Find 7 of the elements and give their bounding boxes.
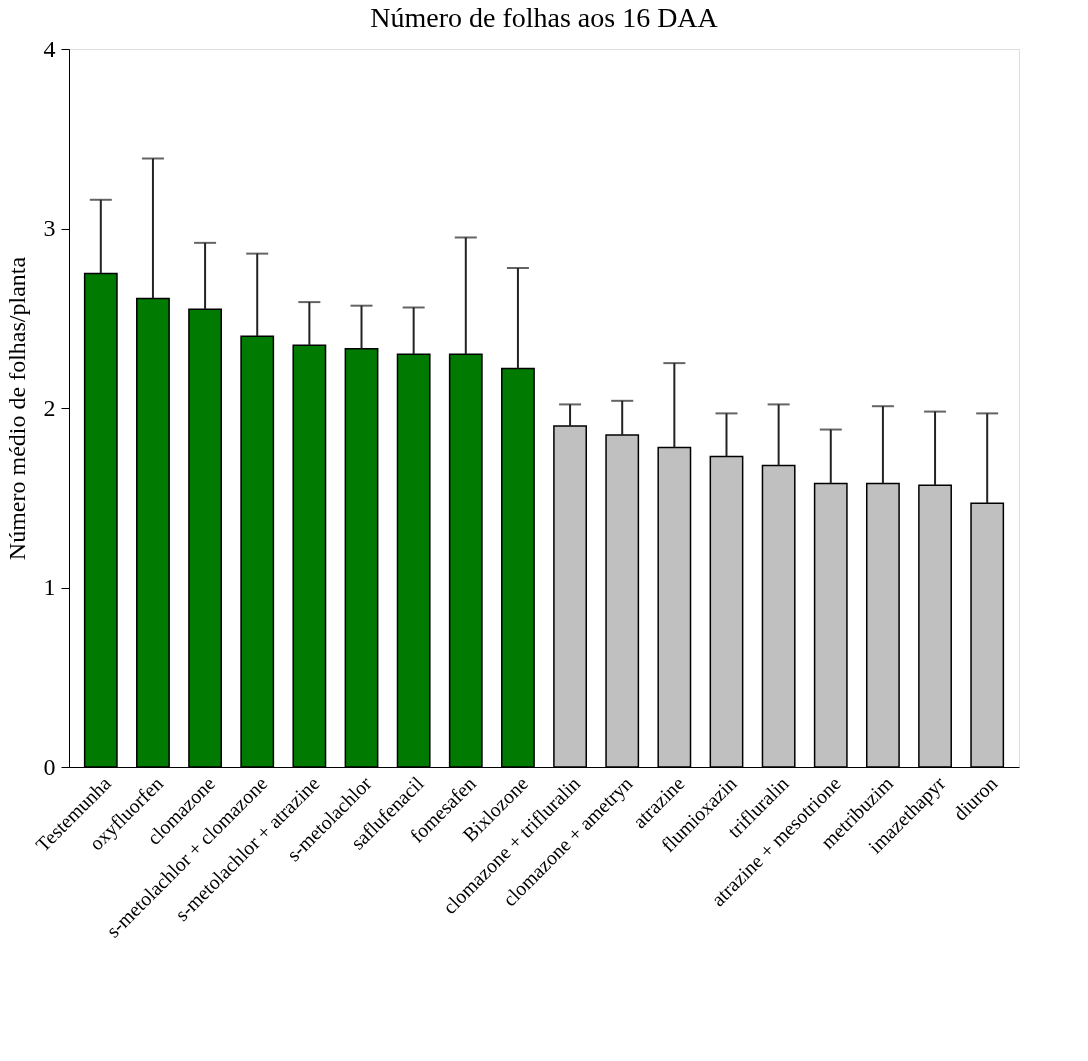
y-tick-label: 4 [43,35,56,62]
y-tick-label: 3 [43,215,56,241]
y-axis-title: Número médio de folhas/planta [3,256,30,561]
y-tick-label: 0 [43,753,56,780]
chart-title: Número de folhas aos 16 DAA [370,2,719,33]
y-tick-label: 1 [43,574,56,600]
y-tick-label: 2 [43,394,56,421]
